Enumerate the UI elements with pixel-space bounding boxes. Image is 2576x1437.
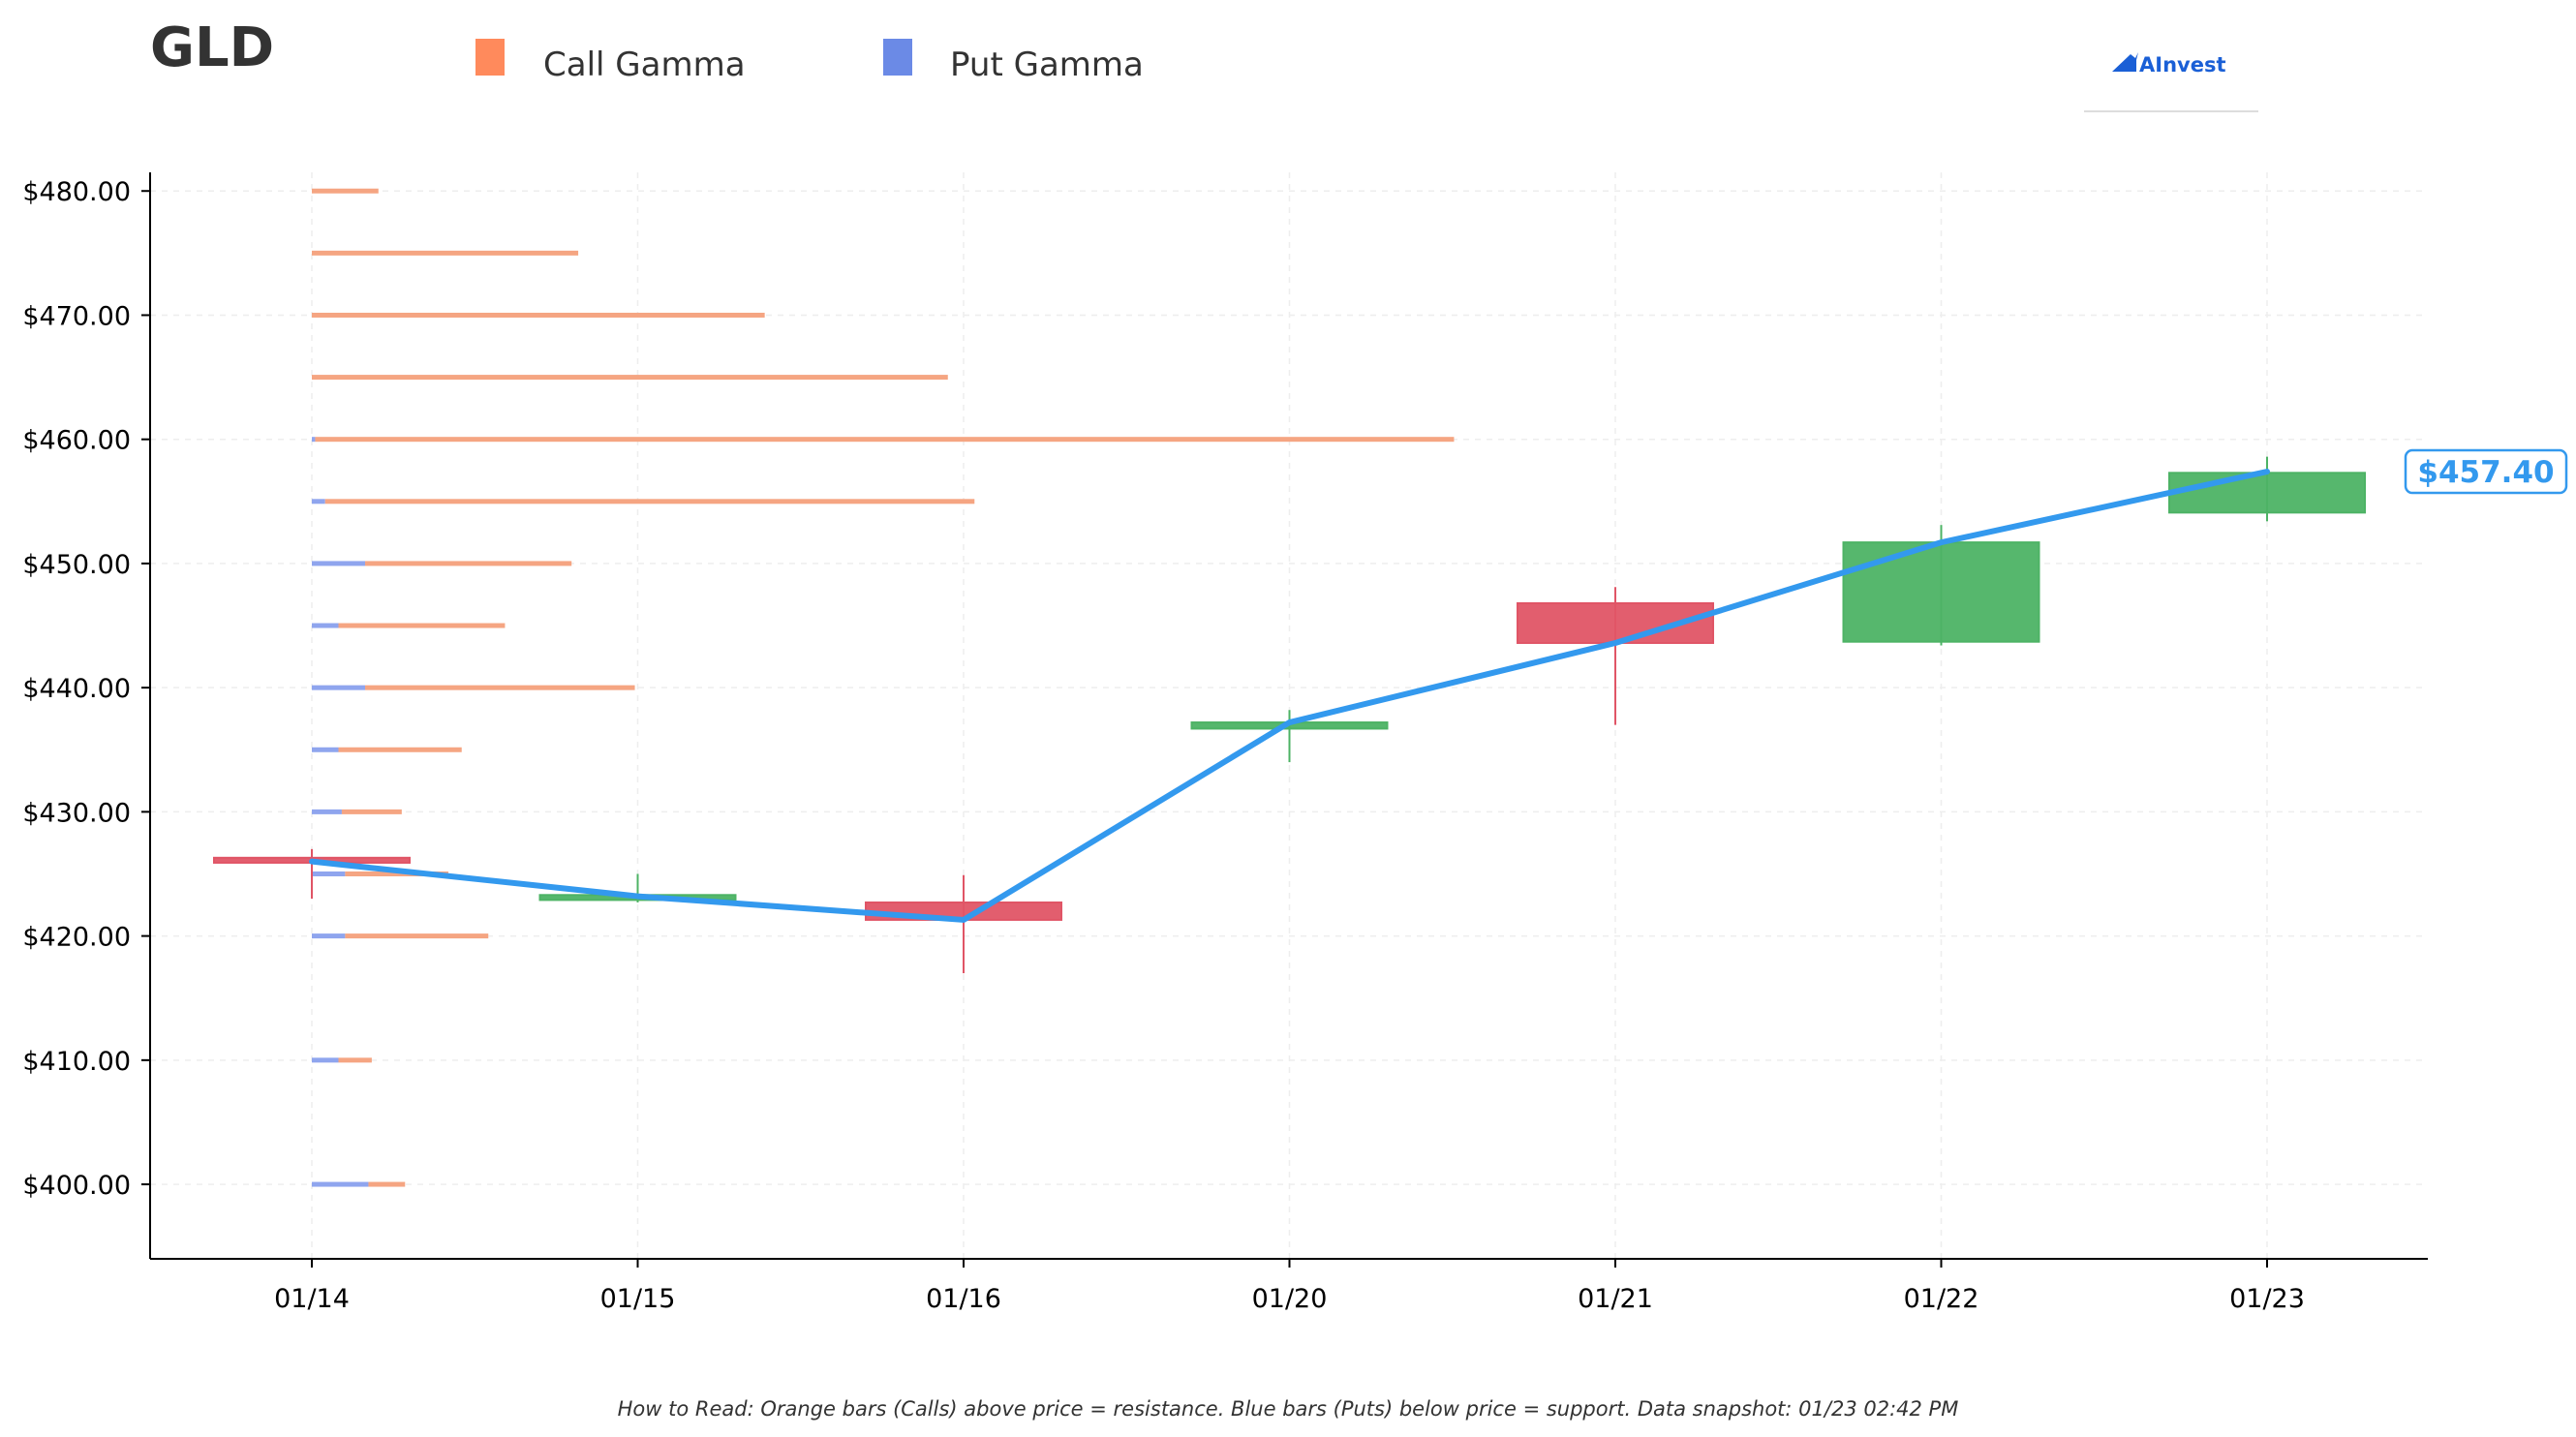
- call-gamma-bar: [312, 312, 765, 318]
- call-gamma-bar: [338, 747, 462, 752]
- call-gamma-bar: [341, 809, 402, 814]
- x-tick-label: 01/14: [274, 1284, 350, 1314]
- x-tick-label: 01/15: [600, 1284, 676, 1314]
- x-tick-label: 01/22: [1904, 1284, 1979, 1314]
- call-gamma-bar: [345, 871, 448, 876]
- candle: [2168, 456, 2366, 522]
- y-tick-label: $420.00: [22, 923, 131, 953]
- candle: [1190, 710, 1389, 763]
- call-gamma-bar: [338, 1057, 372, 1063]
- put-gamma-bar: [312, 499, 325, 504]
- last-price-tag: $457.40: [2404, 448, 2568, 495]
- call-gamma-bar: [345, 933, 489, 939]
- candle-body: [2168, 472, 2366, 514]
- call-gamma-bar: [338, 623, 506, 628]
- ticker-symbol: GLD: [150, 16, 274, 79]
- y-tick-label: $400.00: [22, 1171, 131, 1201]
- x-tick-label: 01/23: [2229, 1284, 2305, 1314]
- call-gamma-bar: [312, 375, 948, 381]
- footnote: How to Read: Orange bars (Calls) above p…: [618, 1397, 1959, 1421]
- put-gamma-bar: [312, 871, 346, 876]
- legend-swatch-put: [883, 39, 912, 76]
- put-gamma-bar: [312, 809, 342, 814]
- put-gamma-bar: [312, 1181, 369, 1187]
- candle-body: [1842, 541, 2040, 643]
- put-gamma-bar: [312, 933, 346, 939]
- y-tick-label: $410.00: [22, 1047, 131, 1077]
- price-line-layer: [309, 469, 2270, 923]
- call-gamma-bar: [324, 499, 975, 504]
- put-gamma-bar: [312, 561, 366, 566]
- put-gamma-bar: [312, 437, 316, 443]
- put-gamma-bar: [312, 1057, 339, 1063]
- last-price-label: $457.40: [2417, 455, 2554, 490]
- price-line: [309, 469, 2270, 923]
- y-tick-label: $440.00: [22, 674, 131, 704]
- logo-text: AInvest: [2139, 53, 2226, 76]
- legend-label-put: Put Gamma: [950, 46, 1144, 84]
- legend: Call Gamma Put Gamma: [475, 39, 1144, 84]
- x-tick-label: 01/20: [1252, 1284, 1328, 1314]
- call-gamma-bar: [365, 561, 572, 566]
- candle: [865, 874, 1062, 974]
- put-gamma-bar: [312, 623, 339, 628]
- gamma-bars: [312, 188, 1455, 1187]
- call-gamma-bar: [368, 1181, 406, 1187]
- put-gamma-bar: [312, 685, 366, 690]
- call-gamma-bar: [315, 437, 1455, 443]
- y-tick-label: $450.00: [22, 550, 131, 580]
- legend-swatch-call: [475, 39, 505, 76]
- call-gamma-bar: [312, 188, 379, 194]
- y-tick-label: $430.00: [22, 798, 131, 828]
- legend-label-call: Call Gamma: [543, 46, 746, 84]
- last-price-box: [2404, 448, 2568, 495]
- call-gamma-bar: [365, 685, 635, 690]
- ainvest-logo: AInvest: [2084, 52, 2258, 112]
- y-tick-label: $470.00: [22, 301, 131, 331]
- call-gamma-bar: [312, 250, 579, 256]
- candle: [1517, 587, 1714, 725]
- y-tick-label: $480.00: [22, 177, 131, 207]
- x-tick-label: 01/21: [1578, 1284, 1653, 1314]
- tick-labels: $400.00 $410.00 $420.00 $430.00 $440.00 $450.…: [22, 177, 2305, 1314]
- logo-mark-icon: [2112, 52, 2138, 72]
- x-tick-label: 01/16: [926, 1284, 1001, 1314]
- put-gamma-bar: [312, 747, 339, 752]
- y-tick-label: $460.00: [22, 426, 131, 456]
